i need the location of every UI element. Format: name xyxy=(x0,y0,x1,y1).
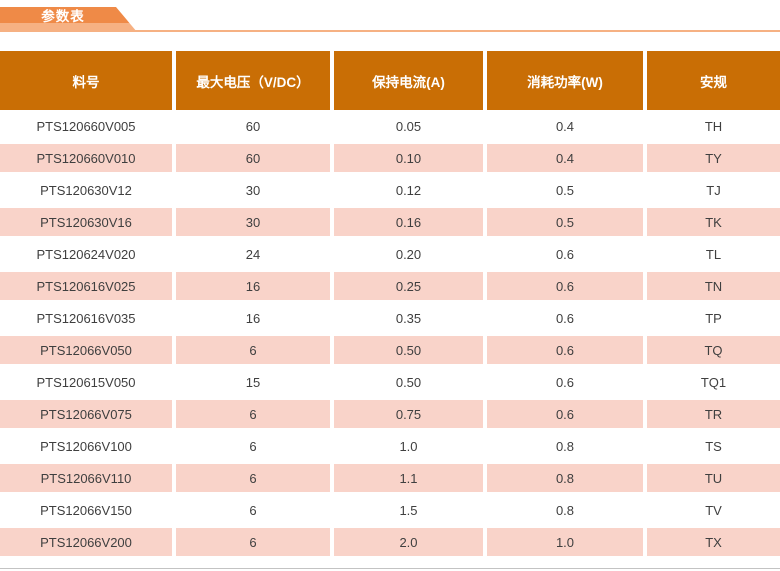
table-cell: 60 xyxy=(176,112,330,140)
table-cell: 0.4 xyxy=(487,144,643,172)
table-cell: PTS120615V050 xyxy=(0,368,172,396)
table-cell: 6 xyxy=(176,336,330,364)
table-cell: TX xyxy=(647,528,780,556)
table-cell: 0.5 xyxy=(487,176,643,204)
table-cell: 0.12 xyxy=(334,176,483,204)
table-cell: 0.6 xyxy=(487,240,643,268)
table-cell: 0.8 xyxy=(487,464,643,492)
table-row: PTS12066V200 6 2.0 1.0 TX xyxy=(0,526,780,558)
table-cell: TQ xyxy=(647,336,780,364)
parameters-table: 料号 最大电压（V/DC） 保持电流(A) 消耗功率(W) 安规 PTS120660V0… xyxy=(0,51,780,558)
table-header-row: 料号 最大电压（V/DC） 保持电流(A) 消耗功率(W) 安规 xyxy=(0,51,780,110)
column-header: 消耗功率(W) xyxy=(487,51,643,110)
table-cell: 0.5 xyxy=(487,208,643,236)
table-row: PTS12066V150 6 1.5 0.8 TV xyxy=(0,494,780,526)
table-cell: TK xyxy=(647,208,780,236)
table-body: PTS120660V005 60 0.05 0.4 TH PTS120660V010 60 0… xyxy=(0,110,780,558)
table-cell: TL xyxy=(647,240,780,268)
table-cell: 16 xyxy=(176,272,330,300)
table-cell: PTS120660V005 xyxy=(0,112,172,140)
table-cell: 0.25 xyxy=(334,272,483,300)
table-cell: 15 xyxy=(176,368,330,396)
table-row: PTS120630V12 30 0.12 0.5 TJ xyxy=(0,174,780,206)
table-cell: 0.10 xyxy=(334,144,483,172)
table-cell: 1.0 xyxy=(487,528,643,556)
table-cell: 0.16 xyxy=(334,208,483,236)
table-cell: 60 xyxy=(176,144,330,172)
column-header: 最大电压（V/DC） xyxy=(176,51,330,110)
table-cell: PTS12066V100 xyxy=(0,432,172,460)
table-cell: 0.75 xyxy=(334,400,483,428)
table-cell: 0.6 xyxy=(487,336,643,364)
table-cell: 16 xyxy=(176,304,330,332)
table-cell: TJ xyxy=(647,176,780,204)
table-cell: 0.6 xyxy=(487,272,643,300)
table-cell: 6 xyxy=(176,400,330,428)
column-header: 保持电流(A) xyxy=(334,51,483,110)
table-row: PTS12066V100 6 1.0 0.8 TS xyxy=(0,430,780,462)
table-cell: 0.4 xyxy=(487,112,643,140)
table-cell: 0.6 xyxy=(487,368,643,396)
table-cell: 6 xyxy=(176,432,330,460)
table-cell: 1.0 xyxy=(334,432,483,460)
table-cell: PTS120630V12 xyxy=(0,176,172,204)
table-cell: 1.1 xyxy=(334,464,483,492)
table-cell: 6 xyxy=(176,496,330,524)
table-cell: PTS12066V200 xyxy=(0,528,172,556)
table-cell: 0.8 xyxy=(487,496,643,524)
table-cell: 0.50 xyxy=(334,368,483,396)
table-row: PTS120660V005 60 0.05 0.4 TH xyxy=(0,110,780,142)
parameters-tab-label: 参数表 xyxy=(41,9,85,24)
table-cell: PTS120616V035 xyxy=(0,304,172,332)
table-row: PTS120660V010 60 0.10 0.4 TY xyxy=(0,142,780,174)
column-header: 安规 xyxy=(647,51,780,110)
table-cell: 6 xyxy=(176,464,330,492)
table-row: PTS12066V110 6 1.1 0.8 TU xyxy=(0,462,780,494)
table-row: PTS120624V020 24 0.20 0.6 TL xyxy=(0,238,780,270)
table-cell: TQ1 xyxy=(647,368,780,396)
table-row: PTS120616V035 16 0.35 0.6 TP xyxy=(0,302,780,334)
table-row: PTS12066V050 6 0.50 0.6 TQ xyxy=(0,334,780,366)
table-cell: 0.05 xyxy=(334,112,483,140)
table-cell: 30 xyxy=(176,208,330,236)
table-cell: PTS120660V010 xyxy=(0,144,172,172)
table-row: PTS120630V16 30 0.16 0.5 TK xyxy=(0,206,780,238)
table-cell: 30 xyxy=(176,176,330,204)
bottom-divider xyxy=(0,568,780,569)
table-cell: 24 xyxy=(176,240,330,268)
table-cell: TU xyxy=(647,464,780,492)
table-cell: PTS12066V150 xyxy=(0,496,172,524)
table-cell: PTS120630V16 xyxy=(0,208,172,236)
table-cell: PTS120624V020 xyxy=(0,240,172,268)
table-cell: TH xyxy=(647,112,780,140)
table-cell: 6 xyxy=(176,528,330,556)
table-cell: 2.0 xyxy=(334,528,483,556)
table-cell: TP xyxy=(647,304,780,332)
table-cell: 0.6 xyxy=(487,304,643,332)
table-cell: TV xyxy=(647,496,780,524)
table-cell: TR xyxy=(647,400,780,428)
tab-underline xyxy=(0,30,780,32)
table-cell: 1.5 xyxy=(334,496,483,524)
table-cell: 0.50 xyxy=(334,336,483,364)
parameters-tab: 参数表 xyxy=(0,7,137,32)
table-cell: 0.20 xyxy=(334,240,483,268)
table-row: PTS120616V025 16 0.25 0.6 TN xyxy=(0,270,780,302)
table-cell: PTS12066V075 xyxy=(0,400,172,428)
table-cell: PTS12066V050 xyxy=(0,336,172,364)
table-cell: TY xyxy=(647,144,780,172)
table-cell: PTS12066V110 xyxy=(0,464,172,492)
table-cell: 0.6 xyxy=(487,400,643,428)
table-cell: TN xyxy=(647,272,780,300)
table-cell: 0.35 xyxy=(334,304,483,332)
column-header: 料号 xyxy=(0,51,172,110)
table-row: PTS120615V050 15 0.50 0.6 TQ1 xyxy=(0,366,780,398)
table-cell: TS xyxy=(647,432,780,460)
table-cell: 0.8 xyxy=(487,432,643,460)
table-row: PTS12066V075 6 0.75 0.6 TR xyxy=(0,398,780,430)
table-cell: PTS120616V025 xyxy=(0,272,172,300)
